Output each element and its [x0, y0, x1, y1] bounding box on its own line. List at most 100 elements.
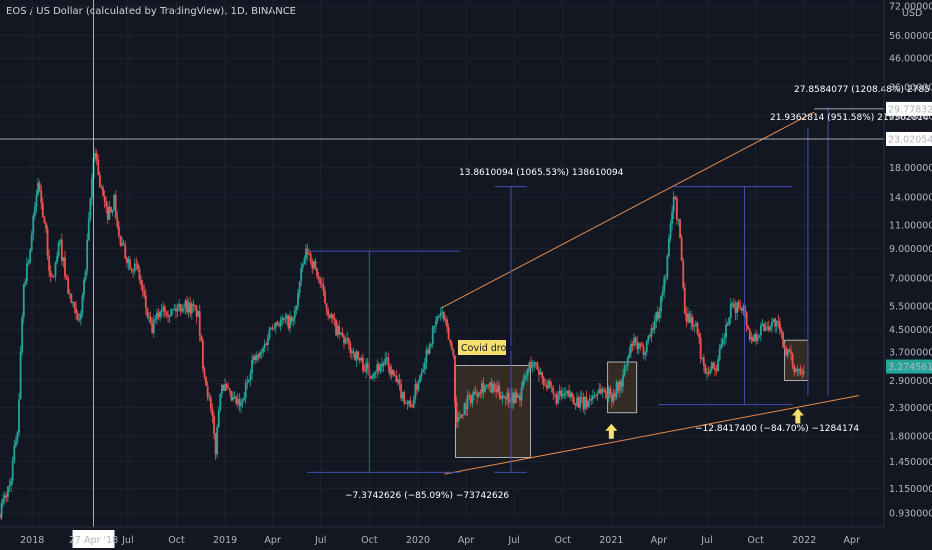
- candle: [309, 250, 312, 266]
- candle: [791, 352, 794, 370]
- candle: [21, 313, 24, 356]
- candle: [630, 339, 632, 358]
- candle: [286, 313, 288, 326]
- candle: [266, 333, 269, 352]
- range-box: [455, 365, 531, 458]
- candle: [533, 361, 536, 371]
- candle: [655, 311, 658, 329]
- candle-body: [517, 395, 520, 398]
- candle-body: [498, 385, 501, 396]
- candle: [217, 406, 220, 428]
- candle-body: [238, 399, 241, 406]
- candle-body: [435, 320, 437, 327]
- candle-body: [511, 392, 513, 402]
- candle: [160, 304, 163, 318]
- x-tick-label: Jul: [700, 535, 712, 546]
- candle-body: [157, 312, 160, 318]
- candle: [484, 384, 486, 394]
- candle: [52, 275, 55, 278]
- candle: [734, 300, 737, 321]
- candle-body: [560, 390, 563, 397]
- candle: [653, 314, 656, 335]
- candle: [799, 364, 802, 376]
- candle-body: [209, 397, 212, 409]
- candle: [590, 395, 593, 406]
- candle: [565, 387, 567, 399]
- candle-body: [430, 344, 433, 346]
- candle: [480, 380, 483, 399]
- candle-body: [355, 351, 358, 360]
- candle: [473, 388, 475, 401]
- candle-body: [68, 293, 71, 295]
- candle: [225, 381, 228, 391]
- candle-body: [87, 218, 90, 240]
- candle: [341, 327, 344, 338]
- candle: [414, 378, 417, 404]
- covid-tag: [458, 340, 506, 355]
- candle-body: [373, 373, 376, 377]
- candle: [181, 304, 184, 314]
- candle: [409, 396, 412, 408]
- candle-body: [282, 317, 285, 320]
- candle: [140, 274, 142, 290]
- candle: [117, 221, 120, 239]
- candle-body: [132, 270, 135, 272]
- candle: [73, 301, 76, 314]
- candle: [717, 355, 719, 372]
- candle-body: [487, 384, 490, 386]
- candle-body: [224, 384, 226, 391]
- candle-body: [725, 324, 727, 339]
- candle-body: [552, 387, 555, 394]
- measure-label-5: −12.8417400 (−84.70%) −1284174: [695, 424, 859, 434]
- candle-body: [38, 182, 41, 191]
- candle-body: [466, 395, 469, 410]
- candle-body: [186, 300, 188, 313]
- candle: [331, 314, 334, 325]
- crosshair-date-label: 27 Apr '18: [69, 535, 118, 546]
- candle-body: [688, 313, 691, 323]
- candle: [612, 388, 615, 406]
- candle: [246, 376, 249, 390]
- candle-body: [110, 206, 112, 213]
- candle-body: [576, 397, 578, 406]
- candle: [549, 377, 551, 389]
- candle-body: [793, 365, 796, 372]
- trendline: [444, 395, 860, 475]
- candle-body: [791, 353, 794, 366]
- candle: [282, 316, 285, 324]
- candle: [75, 300, 77, 320]
- candle: [206, 381, 209, 401]
- candle: [639, 342, 642, 351]
- candle-body: [473, 391, 475, 396]
- candle-body: [691, 317, 694, 327]
- candle: [771, 317, 773, 333]
- candle: [466, 389, 469, 416]
- candle-body: [246, 381, 249, 384]
- candle-body: [146, 307, 149, 317]
- candle-body: [520, 387, 523, 401]
- candle-body: [438, 316, 440, 318]
- candle-body: [358, 357, 361, 361]
- candle-body: [506, 392, 509, 400]
- candle-body: [154, 318, 157, 320]
- candle: [745, 311, 748, 333]
- candle: [525, 370, 528, 383]
- candle-body: [19, 351, 22, 400]
- candle: [733, 297, 735, 309]
- x-tick-label: 2021: [599, 535, 623, 546]
- candle: [493, 381, 496, 393]
- candle-body: [331, 314, 334, 319]
- y-tick-label: 7.0000000: [889, 273, 932, 284]
- candle: [214, 432, 217, 460]
- candle-body: [389, 366, 391, 375]
- candle: [520, 381, 523, 407]
- candle-body: [76, 313, 79, 320]
- candle: [64, 250, 66, 281]
- candle: [194, 304, 196, 311]
- y-tick-label: 4.5000000: [889, 325, 932, 336]
- candle-body: [163, 306, 166, 312]
- y-tick-label: 1.4500000: [889, 457, 932, 468]
- candle: [78, 313, 81, 323]
- candle-body: [641, 345, 643, 347]
